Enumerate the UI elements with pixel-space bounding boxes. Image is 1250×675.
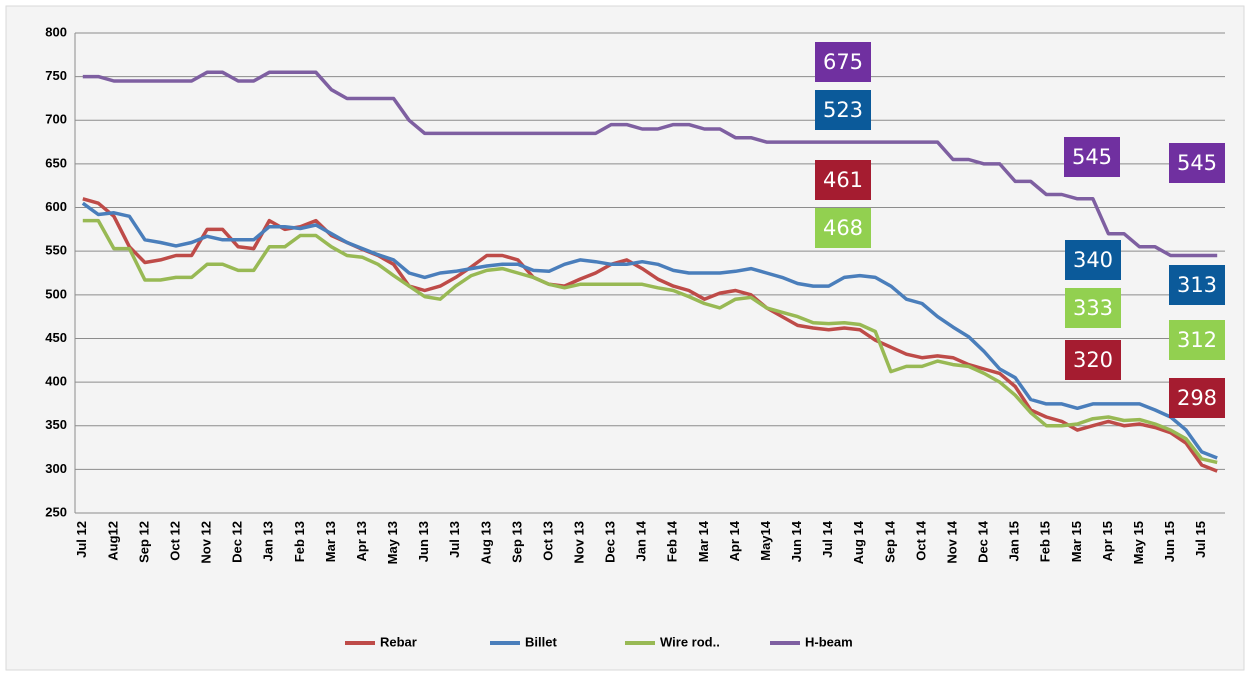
- annotation-box: [1065, 240, 1121, 280]
- annotation-label: 545: [1177, 151, 1217, 175]
- annotation-box: [1169, 378, 1225, 418]
- legend-label: Rebar: [380, 634, 417, 649]
- y-tick-label: 500: [45, 286, 67, 301]
- x-tick-label: Aug12: [105, 521, 120, 561]
- annotation-box: [815, 160, 871, 200]
- x-tick-label: Oct 13: [540, 521, 555, 561]
- annotation-label: 333: [1073, 296, 1113, 320]
- legend-label: Billet: [525, 634, 557, 649]
- annotation-box: [1064, 137, 1120, 177]
- x-tick-label: Jul 15: [1193, 521, 1208, 558]
- annotation-box: [1169, 320, 1225, 360]
- x-tick-label: Sep 13: [509, 521, 524, 563]
- annotation-box: [1169, 143, 1225, 183]
- x-tick-label: Mar 13: [323, 521, 338, 562]
- x-tick-label: Jul 13: [447, 521, 462, 558]
- y-tick-label: 700: [45, 112, 67, 127]
- annotation-label: 320: [1073, 348, 1113, 372]
- x-tick-label: Feb 14: [665, 520, 680, 562]
- x-tick-label: May 15: [1131, 521, 1146, 564]
- y-tick-label: 400: [45, 374, 67, 389]
- annotation-label: 298: [1177, 386, 1217, 410]
- annotation-label: 313: [1177, 273, 1217, 297]
- annotation-label: 340: [1073, 248, 1113, 272]
- x-tick-label: Jan 15: [1007, 521, 1022, 561]
- annotation-box: [815, 90, 871, 130]
- annotation-label: 523: [823, 98, 863, 122]
- y-tick-label: 600: [45, 199, 67, 214]
- x-tick-label: Apr 15: [1100, 521, 1115, 561]
- annotation-label: 468: [823, 216, 863, 240]
- legend-label: H-beam: [805, 634, 853, 649]
- x-tick-label: Oct 14: [913, 520, 928, 561]
- x-tick-label: Aug 13: [478, 521, 493, 564]
- annotation-box: [1065, 340, 1121, 380]
- x-tick-label: Sep 14: [882, 520, 897, 563]
- x-tick-label: Jun 13: [416, 521, 431, 562]
- y-tick-label: 350: [45, 417, 67, 432]
- annotation-label: 461: [823, 168, 863, 192]
- x-tick-label: Feb 15: [1038, 521, 1053, 562]
- series-line: [82, 70, 1218, 258]
- x-tick-label: Jul 12: [74, 521, 89, 558]
- x-tick-label: Aug 14: [851, 520, 866, 564]
- x-tick-label: Apr 13: [354, 521, 369, 561]
- x-tick-label: Apr 14: [727, 520, 742, 561]
- x-tick-label: Feb 13: [292, 521, 307, 562]
- annotation-label: 545: [1072, 145, 1112, 169]
- x-tick-label: Dec 13: [603, 521, 618, 563]
- x-tick-label: Dec 12: [230, 521, 245, 563]
- y-tick-label: 300: [45, 461, 67, 476]
- annotation-label: 675: [823, 50, 863, 74]
- series-line: [82, 218, 1218, 465]
- series-line: [82, 197, 1218, 473]
- annotation-box: [1169, 265, 1225, 305]
- y-tick-label: 250: [45, 504, 67, 519]
- x-tick-label: Jan 13: [261, 521, 276, 561]
- annotation-box: [815, 42, 871, 82]
- x-tick-label: Jan 14: [634, 520, 649, 561]
- x-tick-label: Nov 12: [199, 521, 214, 564]
- x-tick-label: Oct 12: [167, 521, 182, 561]
- x-tick-label: Mar 14: [696, 520, 711, 562]
- x-tick-label: Mar 15: [1069, 521, 1084, 562]
- x-tick-label: Jun 15: [1162, 521, 1177, 562]
- annotation-box: [815, 208, 871, 248]
- y-tick-label: 450: [45, 330, 67, 345]
- x-tick-label: Jun 14: [789, 520, 804, 562]
- y-tick-label: 800: [45, 24, 67, 39]
- y-tick-label: 550: [45, 243, 67, 258]
- x-tick-label: May 13: [385, 521, 400, 564]
- y-tick-label: 750: [45, 68, 67, 83]
- x-tick-label: May14: [758, 520, 773, 561]
- series-line: [81, 201, 1218, 460]
- x-tick-label: Dec 14: [976, 520, 991, 563]
- annotation-label: 312: [1177, 328, 1217, 352]
- y-tick-label: 650: [45, 155, 67, 170]
- x-tick-label: Jul 14: [820, 520, 835, 558]
- x-tick-label: Nov 14: [944, 520, 959, 563]
- legend-label: Wire rod..: [660, 634, 720, 649]
- x-tick-label: Nov 13: [572, 521, 587, 564]
- x-tick-label: Sep 12: [136, 521, 151, 563]
- annotation-box: [1065, 288, 1121, 328]
